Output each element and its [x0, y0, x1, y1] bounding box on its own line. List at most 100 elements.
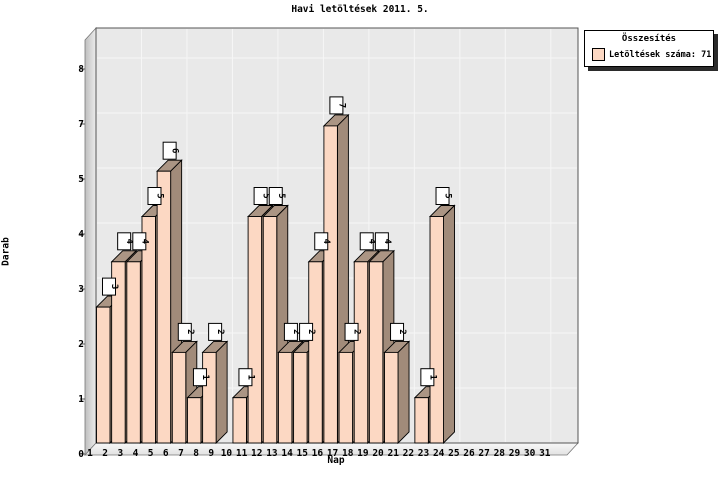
bar-front-day-4 — [141, 216, 156, 444]
x-tick-label: 27 — [478, 448, 489, 459]
bar-front-day-3 — [126, 261, 141, 444]
bar-value-label-day-15: 4 — [321, 239, 331, 245]
bar-front-day-20 — [384, 351, 399, 444]
bar-value-label-day-2: 4 — [124, 239, 134, 245]
x-tick-label: 28 — [494, 448, 506, 459]
y-tick-label: 0 — [78, 449, 84, 460]
bar-value-label-day-4: 5 — [154, 193, 164, 198]
x-axis-title: Nap — [327, 455, 345, 466]
bar-value-box-day-19 — [374, 232, 389, 251]
bar-value-label-day-12: 5 — [276, 193, 286, 198]
bar-value-box-day-16 — [329, 96, 344, 115]
bar-side-day-23 — [443, 204, 455, 445]
x-tick-label: 7 — [178, 448, 184, 459]
x-tick-label: 25 — [448, 448, 460, 459]
bar-front-day-11 — [247, 216, 263, 444]
legend-row: Letöltések száma: 71 — [585, 48, 713, 61]
bar-front-day-10 — [232, 397, 247, 444]
bar-front-day-6 — [171, 351, 187, 444]
bar-value-label-day-6: 2 — [185, 329, 195, 334]
bar-front-day-8 — [202, 351, 217, 444]
x-tick-label: 4 — [133, 448, 139, 459]
y-tick-label: 8 — [78, 64, 84, 75]
bar-value-box-day-3 — [132, 232, 147, 251]
bar-side-day-8 — [215, 340, 228, 445]
x-tick-label: 3 — [117, 448, 123, 459]
bar-value-box-day-13 — [283, 322, 298, 341]
bar-side-day-20 — [397, 340, 410, 445]
legend-entry: Letöltések száma: 71 — [609, 49, 712, 60]
bar-value-label-day-3: 4 — [139, 239, 149, 245]
legend-title: Összesítés — [621, 34, 677, 44]
bar-value-label-day-13: 2 — [291, 329, 301, 334]
bar-value-label-day-16: 7 — [336, 103, 346, 108]
bar-value-label-day-22: 1 — [427, 374, 437, 379]
bar-value-label-day-8: 2 — [215, 329, 225, 334]
plot-wall-left — [84, 26, 97, 457]
x-tick-label: 11 — [236, 448, 248, 459]
bar-value-label-day-1: 3 — [109, 284, 119, 289]
bar-value-box-day-11 — [253, 187, 268, 205]
bar-value-box-day-15 — [314, 232, 329, 251]
bar-value-label-day-5: 6 — [170, 148, 180, 153]
x-tick-label: 19 — [357, 448, 369, 459]
bar-value-box-day-1 — [102, 277, 116, 296]
x-tick-label: 31 — [539, 448, 551, 459]
bar-front-day-14 — [293, 351, 308, 444]
bar-front-day-15 — [308, 261, 323, 444]
bar-value-label-day-7: 1 — [200, 374, 210, 379]
x-tick-label: 30 — [524, 448, 536, 459]
bar-front-day-23 — [429, 216, 444, 444]
x-tick-label: 24 — [433, 448, 445, 459]
bar-value-box-day-22 — [420, 368, 435, 387]
bar-value-box-day-5 — [162, 141, 177, 160]
y-tick-label: 3 — [78, 284, 84, 295]
bar-front-day-19 — [368, 261, 384, 444]
bar-value-label-day-18: 4 — [367, 239, 377, 245]
x-tick-label: 10 — [221, 448, 233, 459]
bar-value-box-day-18 — [359, 232, 374, 251]
bar-value-box-day-17 — [344, 322, 359, 341]
y-tick-label: 5 — [78, 174, 84, 185]
y-tick-label: 1 — [78, 394, 84, 405]
bar-value-box-day-8 — [208, 322, 223, 341]
y-tick-label: 2 — [78, 339, 84, 350]
bar-value-box-day-4 — [147, 187, 162, 205]
bar-value-label-day-14: 2 — [306, 329, 316, 334]
y-tick-label: 4 — [78, 229, 84, 240]
bar-value-label-day-19: 4 — [382, 239, 392, 245]
x-tick-label: 29 — [509, 448, 521, 459]
y-tick-label: 7 — [78, 119, 84, 130]
x-tick-label: 22 — [403, 448, 414, 459]
bar-front-day-18 — [353, 261, 369, 444]
chart-title: Havi letöltések 2011. 5. — [291, 4, 429, 15]
bar-front-day-7 — [187, 397, 202, 444]
x-tick-label: 13 — [266, 448, 278, 459]
x-tick-label: 2 — [102, 448, 108, 459]
bar-value-box-day-10 — [238, 368, 253, 387]
bar-front-day-5 — [156, 170, 172, 444]
bar-front-day-16 — [323, 125, 338, 444]
bar-value-box-day-2 — [117, 232, 132, 251]
bar-value-box-day-7 — [192, 368, 207, 387]
x-tick-label: 14 — [281, 448, 293, 459]
x-tick-label: 26 — [463, 448, 475, 459]
x-tick-label: 8 — [193, 448, 199, 459]
bar-front-day-17 — [338, 351, 354, 444]
bar-value-label-day-11: 5 — [261, 193, 271, 198]
x-tick-label: 5 — [148, 448, 154, 459]
bar-value-label-day-23: 5 — [443, 193, 453, 198]
bar-value-label-day-20: 2 — [397, 329, 407, 334]
legend-swatch-icon — [592, 48, 605, 61]
x-tick-label: 6 — [163, 448, 169, 459]
bar-front-day-22 — [414, 397, 429, 444]
bar-front-day-12 — [262, 216, 278, 444]
x-tick-label: 16 — [312, 448, 324, 459]
bar-value-box-day-12 — [268, 187, 283, 205]
x-tick-label: 15 — [297, 448, 309, 459]
x-tick-label: 9 — [208, 448, 214, 459]
bar-front-day-13 — [277, 351, 293, 444]
bar-value-box-day-6 — [177, 322, 192, 341]
